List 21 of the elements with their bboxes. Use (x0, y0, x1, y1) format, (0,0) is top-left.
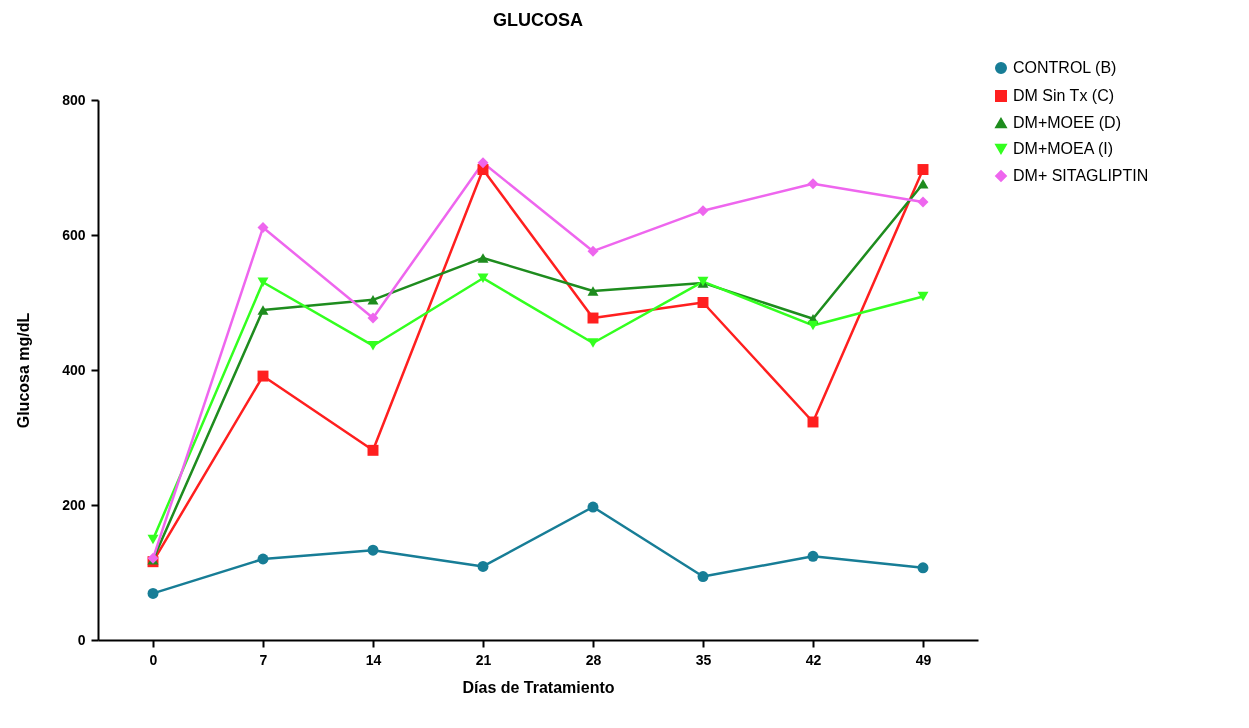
x-tick-label: 0 (149, 651, 158, 668)
chart-title: GLUCOSA (493, 10, 583, 30)
x-axis-title: Días de Tratamiento (462, 678, 615, 696)
x-tick-label: 7 (259, 651, 268, 668)
y-axis-title: Glucosa mg/dL (15, 312, 33, 429)
x-tick-label: 21 (475, 651, 492, 668)
y-tick-label: 800 (62, 91, 86, 108)
legend-label: DM+MOEE (D) (1013, 114, 1121, 131)
y-tick-label: 0 (77, 631, 86, 648)
x-tick-label: 14 (365, 651, 382, 668)
x-tick-label: 28 (585, 651, 602, 668)
legend-label: DM+ SITAGLIPTIN (1013, 167, 1149, 184)
legend-label: CONTROL (B) (1013, 59, 1117, 76)
legend-label: DM Sin Tx (C) (1013, 87, 1115, 104)
y-tick-label: 400 (62, 361, 86, 378)
x-tick-label: 42 (805, 651, 822, 668)
y-tick-label: 600 (62, 226, 86, 243)
legend-label: DM+MOEA (I) (1013, 140, 1114, 157)
x-tick-label: 35 (695, 651, 712, 668)
y-tick-label: 200 (62, 496, 86, 513)
x-tick-label: 49 (915, 651, 932, 668)
